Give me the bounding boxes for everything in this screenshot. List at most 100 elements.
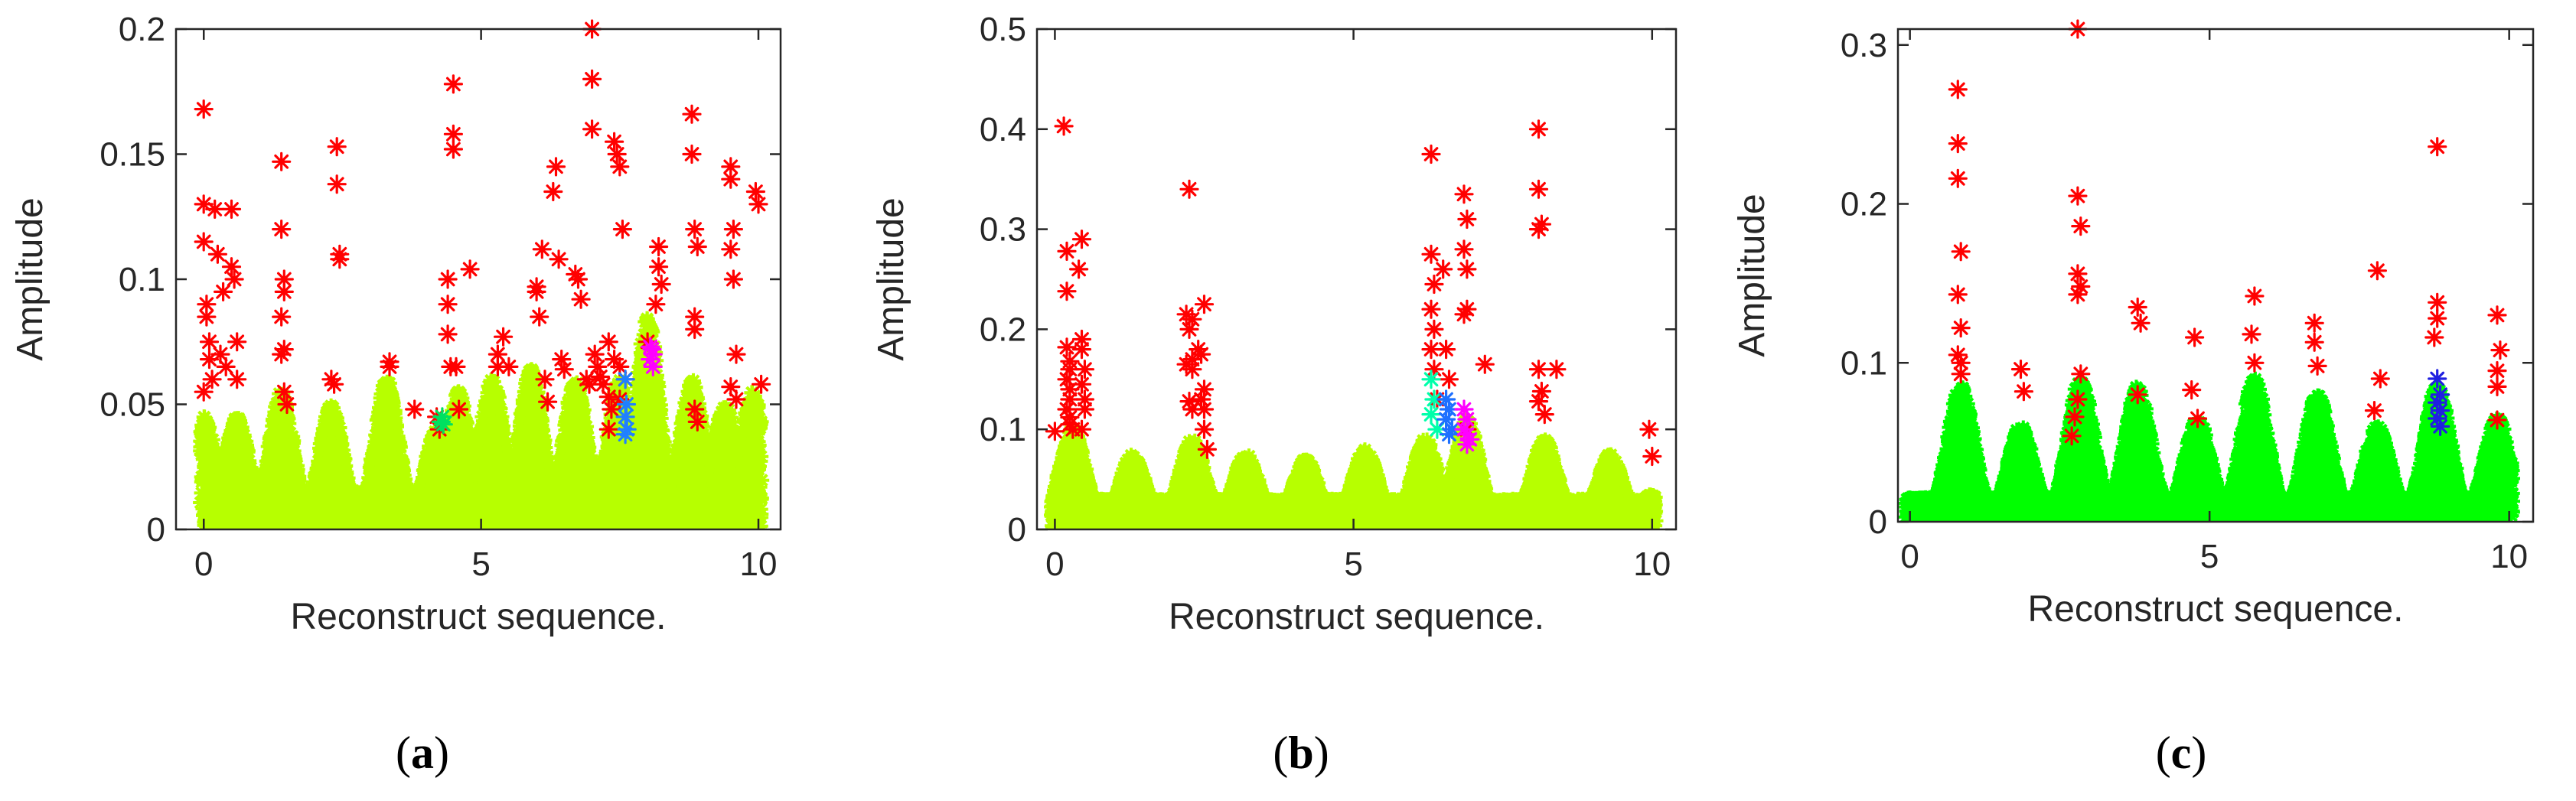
data-point bbox=[405, 399, 425, 419]
data-point bbox=[2182, 380, 2202, 400]
data-point bbox=[194, 99, 214, 119]
axes-box bbox=[174, 28, 782, 531]
data-point bbox=[487, 357, 507, 376]
data-point bbox=[2068, 264, 2088, 284]
data-point bbox=[327, 174, 347, 194]
data-point bbox=[1071, 419, 1092, 439]
data-point bbox=[2307, 356, 2327, 376]
data-point bbox=[726, 389, 746, 409]
background-scatter bbox=[1044, 412, 1664, 529]
data-point bbox=[272, 220, 292, 239]
data-point bbox=[1528, 119, 1549, 139]
data-point bbox=[2128, 297, 2147, 317]
data-point bbox=[1531, 214, 1551, 234]
data-point bbox=[1457, 259, 1477, 279]
data-point bbox=[726, 344, 746, 364]
data-point bbox=[1194, 295, 1215, 314]
background-scatter bbox=[1899, 371, 2520, 522]
data-point bbox=[443, 124, 463, 144]
data-point bbox=[1182, 360, 1202, 379]
series-cluster-magenta bbox=[1454, 399, 1480, 454]
data-point bbox=[2428, 392, 2447, 412]
data-point bbox=[221, 199, 242, 219]
data-point bbox=[649, 257, 669, 277]
data-point bbox=[2071, 364, 2091, 384]
data-point bbox=[224, 269, 244, 289]
y-tick-label: 0.3 bbox=[1841, 27, 1887, 64]
data-point bbox=[2428, 308, 2447, 328]
data-point bbox=[687, 236, 707, 257]
data-point bbox=[1069, 259, 1089, 279]
data-point bbox=[641, 350, 660, 370]
data-point bbox=[1071, 329, 1092, 350]
data-point bbox=[2065, 407, 2085, 427]
data-point bbox=[449, 399, 469, 419]
series-cluster-green bbox=[431, 407, 453, 435]
data-point bbox=[543, 181, 563, 202]
data-point bbox=[1192, 389, 1211, 409]
data-point bbox=[2245, 353, 2265, 373]
data-point bbox=[723, 220, 743, 239]
series-cluster-blue bbox=[615, 370, 637, 444]
data-point bbox=[321, 370, 341, 389]
data-point bbox=[1439, 370, 1459, 389]
data-point bbox=[748, 194, 768, 214]
data-point bbox=[2071, 217, 2091, 236]
data-point bbox=[2428, 137, 2447, 157]
data-point bbox=[202, 370, 222, 389]
data-point bbox=[598, 332, 618, 352]
data-point bbox=[2370, 369, 2390, 389]
data-point bbox=[598, 387, 618, 407]
x-tick-label: 5 bbox=[1344, 545, 1362, 583]
data-point bbox=[535, 370, 555, 389]
data-point bbox=[1192, 344, 1211, 364]
y-tick-label: 0.05 bbox=[99, 386, 165, 424]
data-point bbox=[1457, 299, 1477, 319]
data-point bbox=[576, 370, 596, 389]
data-point bbox=[1057, 241, 1077, 261]
data-point bbox=[2071, 276, 2091, 297]
data-point bbox=[1057, 337, 1077, 357]
data-point bbox=[194, 382, 214, 402]
x-tick-label: 10 bbox=[1633, 545, 1671, 583]
data-point bbox=[227, 370, 247, 389]
data-point bbox=[605, 132, 624, 151]
x-axis-label: Reconstruct sequence. bbox=[291, 597, 667, 637]
data-point bbox=[1421, 244, 1441, 264]
data-point bbox=[2424, 327, 2444, 347]
data-point bbox=[752, 374, 771, 394]
y-tick-label: 0.15 bbox=[99, 136, 165, 174]
data-point bbox=[582, 69, 602, 89]
data-point bbox=[602, 399, 621, 419]
data-point bbox=[327, 137, 347, 157]
y-axis-label: Amplitude bbox=[871, 197, 911, 360]
data-point bbox=[438, 324, 458, 344]
data-point bbox=[1454, 239, 1474, 259]
data-point bbox=[1433, 259, 1453, 279]
data-point bbox=[274, 382, 294, 402]
data-point bbox=[1189, 340, 1208, 360]
y-axis-label: Amplitude bbox=[10, 197, 51, 360]
x-tick-label: 0 bbox=[194, 545, 213, 583]
data-point bbox=[1436, 340, 1456, 360]
x-tick-label: 0 bbox=[1045, 545, 1064, 583]
data-point bbox=[721, 169, 741, 189]
data-point bbox=[568, 269, 589, 289]
data-point bbox=[1074, 389, 1094, 409]
data-point bbox=[2185, 327, 2205, 347]
data-point bbox=[2428, 369, 2447, 389]
data-point bbox=[615, 407, 635, 427]
data-point bbox=[685, 319, 705, 339]
y-tick-label: 0 bbox=[1869, 503, 1887, 541]
data-point bbox=[1057, 282, 1077, 301]
data-point bbox=[2304, 313, 2324, 333]
data-point bbox=[1424, 389, 1444, 409]
data-point bbox=[1057, 370, 1077, 389]
data-point bbox=[460, 259, 480, 279]
data-point bbox=[431, 412, 451, 431]
axes-box bbox=[1035, 28, 1678, 531]
y-tick-label: 0.4 bbox=[980, 111, 1026, 148]
data-point bbox=[651, 274, 671, 295]
data-point bbox=[2487, 305, 2507, 325]
data-point bbox=[687, 412, 707, 431]
